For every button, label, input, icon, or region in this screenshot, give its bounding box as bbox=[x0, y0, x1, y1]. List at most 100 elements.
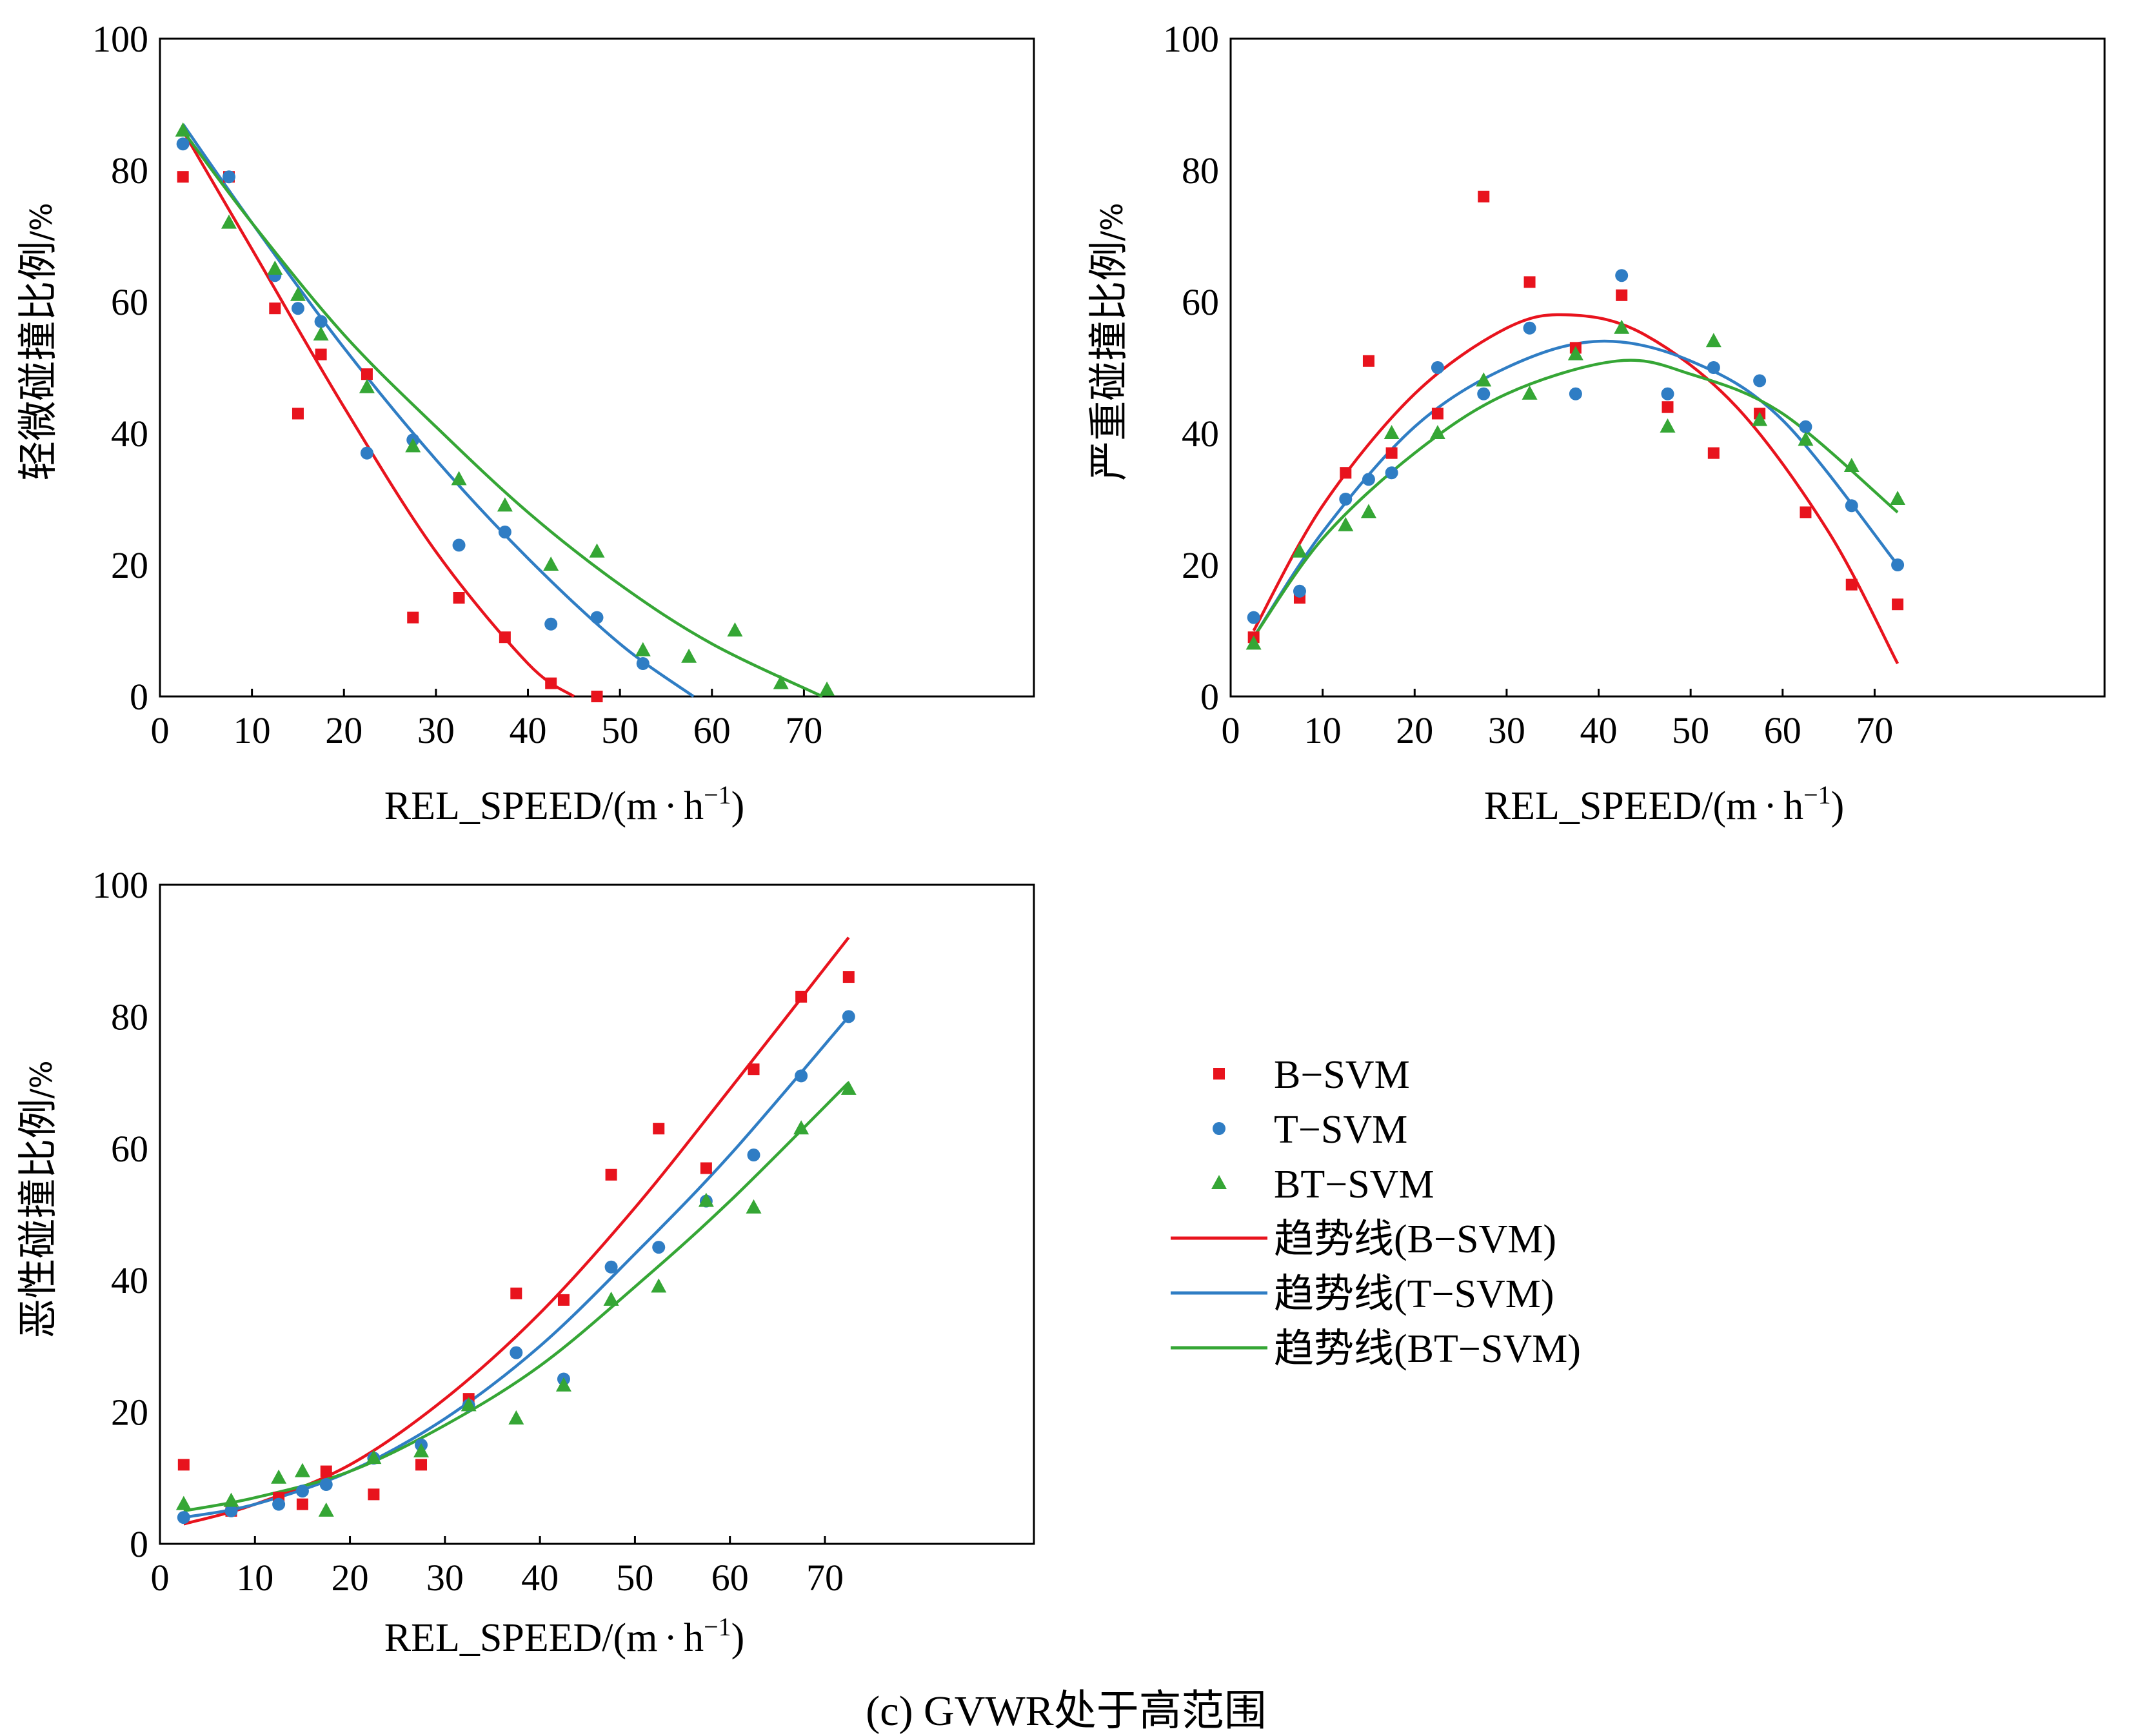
data-point bbox=[795, 1069, 808, 1083]
data-point bbox=[1245, 635, 1262, 650]
trendline bbox=[183, 1081, 850, 1513]
chart-minor-collision: 0 20 40 60 80 100 0 10 20 30 40 50 60 70 REL_SPEED/(… bbox=[14, 18, 1035, 828]
legend-label: 趋势线(BT−SVM) bbox=[1274, 1327, 1581, 1371]
data-point bbox=[727, 622, 743, 636]
data-point bbox=[222, 170, 235, 184]
data-point bbox=[269, 302, 281, 315]
data-point bbox=[320, 1465, 332, 1477]
data-point bbox=[452, 538, 466, 552]
x-tick-labels: 0 10 20 30 40 50 60 70 bbox=[1222, 689, 1893, 751]
data-point bbox=[267, 261, 283, 275]
data-point bbox=[1291, 543, 1307, 558]
data-point bbox=[176, 137, 190, 151]
data-point bbox=[636, 657, 650, 670]
x-tick-label: 40 bbox=[1580, 709, 1618, 751]
x-tick-labels: 0 10 20 30 40 50 60 70 bbox=[151, 689, 822, 751]
data-point bbox=[1429, 425, 1445, 439]
x-tick-label: 70 bbox=[785, 709, 822, 751]
data-point bbox=[1431, 361, 1444, 374]
x-tick-label: 20 bbox=[1396, 709, 1433, 751]
data-point bbox=[1845, 578, 1858, 591]
x-tick-label: 50 bbox=[1672, 709, 1709, 751]
y-tick-label: 20 bbox=[111, 1392, 148, 1434]
trendlines bbox=[183, 936, 850, 1526]
data-point bbox=[1662, 401, 1674, 413]
legend-item: T−SVM bbox=[1213, 1108, 1407, 1152]
data-point bbox=[177, 1459, 190, 1471]
data-point bbox=[175, 1495, 192, 1510]
legend-label: 趋势线(T−SVM) bbox=[1274, 1272, 1554, 1316]
y-tick-label: 80 bbox=[111, 996, 148, 1038]
y-tick-label: 100 bbox=[92, 18, 148, 60]
x-tick-label: 60 bbox=[693, 709, 731, 751]
data-point bbox=[510, 1346, 523, 1359]
legend-item: 趋势线(BT−SVM) bbox=[1171, 1327, 1581, 1371]
data-point bbox=[368, 1488, 380, 1501]
legend-marker bbox=[1213, 1122, 1225, 1135]
data-point bbox=[1385, 466, 1398, 480]
data-point bbox=[748, 1063, 760, 1076]
x-tick-label: 60 bbox=[711, 1557, 749, 1599]
y-tick-label: 40 bbox=[1182, 413, 1219, 455]
data-point bbox=[1384, 425, 1400, 439]
x-tick-label: 70 bbox=[1856, 709, 1893, 751]
data-point bbox=[413, 1443, 430, 1457]
data-point bbox=[1892, 598, 1904, 611]
x-tick-label: 50 bbox=[601, 709, 639, 751]
data-point bbox=[1707, 361, 1720, 374]
data-point bbox=[747, 1149, 760, 1162]
y-tick-label: 20 bbox=[1182, 544, 1219, 586]
data-point bbox=[360, 446, 373, 460]
x-axis-label: REL_SPEED/(m · h−1) bbox=[1484, 780, 1845, 828]
x-tick-label: 70 bbox=[806, 1557, 844, 1599]
trendlines bbox=[1252, 313, 1900, 665]
data-point bbox=[545, 677, 557, 689]
data-point bbox=[510, 1287, 522, 1299]
data-points bbox=[1245, 190, 1906, 650]
y-axis-label: 严重碰撞比例/% bbox=[1085, 202, 1132, 480]
data-point bbox=[1385, 447, 1398, 459]
data-point bbox=[1891, 558, 1905, 571]
data-point bbox=[1890, 491, 1906, 505]
y-axis-label: 恶性碰撞比例/% bbox=[14, 1060, 61, 1338]
data-point bbox=[453, 592, 465, 604]
legend-marker bbox=[1211, 1175, 1227, 1189]
x-tick-label: 50 bbox=[616, 1557, 653, 1599]
y-tick-label: 60 bbox=[1182, 281, 1219, 323]
trendline bbox=[181, 130, 575, 698]
data-point bbox=[1567, 346, 1583, 360]
y-tick-labels: 0 20 40 60 80 100 bbox=[92, 18, 148, 718]
legend-label: B−SVM bbox=[1274, 1053, 1410, 1097]
data-point bbox=[1845, 499, 1858, 513]
data-point bbox=[1798, 431, 1814, 446]
data-point bbox=[1707, 447, 1720, 459]
x-tick-label: 60 bbox=[1764, 709, 1801, 751]
x-tick-label: 30 bbox=[417, 709, 455, 751]
y-tick-labels: 0 20 40 60 80 100 bbox=[92, 864, 148, 1565]
data-point bbox=[407, 611, 419, 624]
data-point bbox=[1569, 387, 1582, 400]
plot-frame bbox=[159, 37, 1035, 698]
y-tick-label: 40 bbox=[111, 1259, 148, 1301]
data-point bbox=[271, 1469, 287, 1484]
x-tick-label: 40 bbox=[521, 1557, 559, 1599]
data-point bbox=[359, 379, 375, 393]
data-point bbox=[1752, 411, 1768, 426]
y-tick-label: 20 bbox=[111, 544, 148, 586]
y-tick-label: 0 bbox=[130, 676, 148, 718]
trendline bbox=[1252, 339, 1899, 638]
data-point bbox=[319, 1478, 333, 1492]
data-point bbox=[294, 1463, 310, 1477]
legend-label: T−SVM bbox=[1274, 1108, 1407, 1152]
data-point bbox=[1843, 458, 1860, 472]
x-tick-label: 0 bbox=[1222, 709, 1240, 751]
data-point bbox=[272, 1497, 286, 1511]
chart-severe-collision: 0 20 40 60 80 100 0 10 20 30 40 50 60 70 REL_SPEED/(… bbox=[1085, 18, 2106, 828]
data-point bbox=[590, 611, 604, 624]
data-point bbox=[842, 971, 855, 983]
data-point bbox=[557, 1294, 570, 1306]
data-point bbox=[700, 1162, 712, 1174]
data-point bbox=[1661, 387, 1674, 400]
data-point bbox=[405, 438, 421, 453]
data-point bbox=[508, 1410, 524, 1425]
